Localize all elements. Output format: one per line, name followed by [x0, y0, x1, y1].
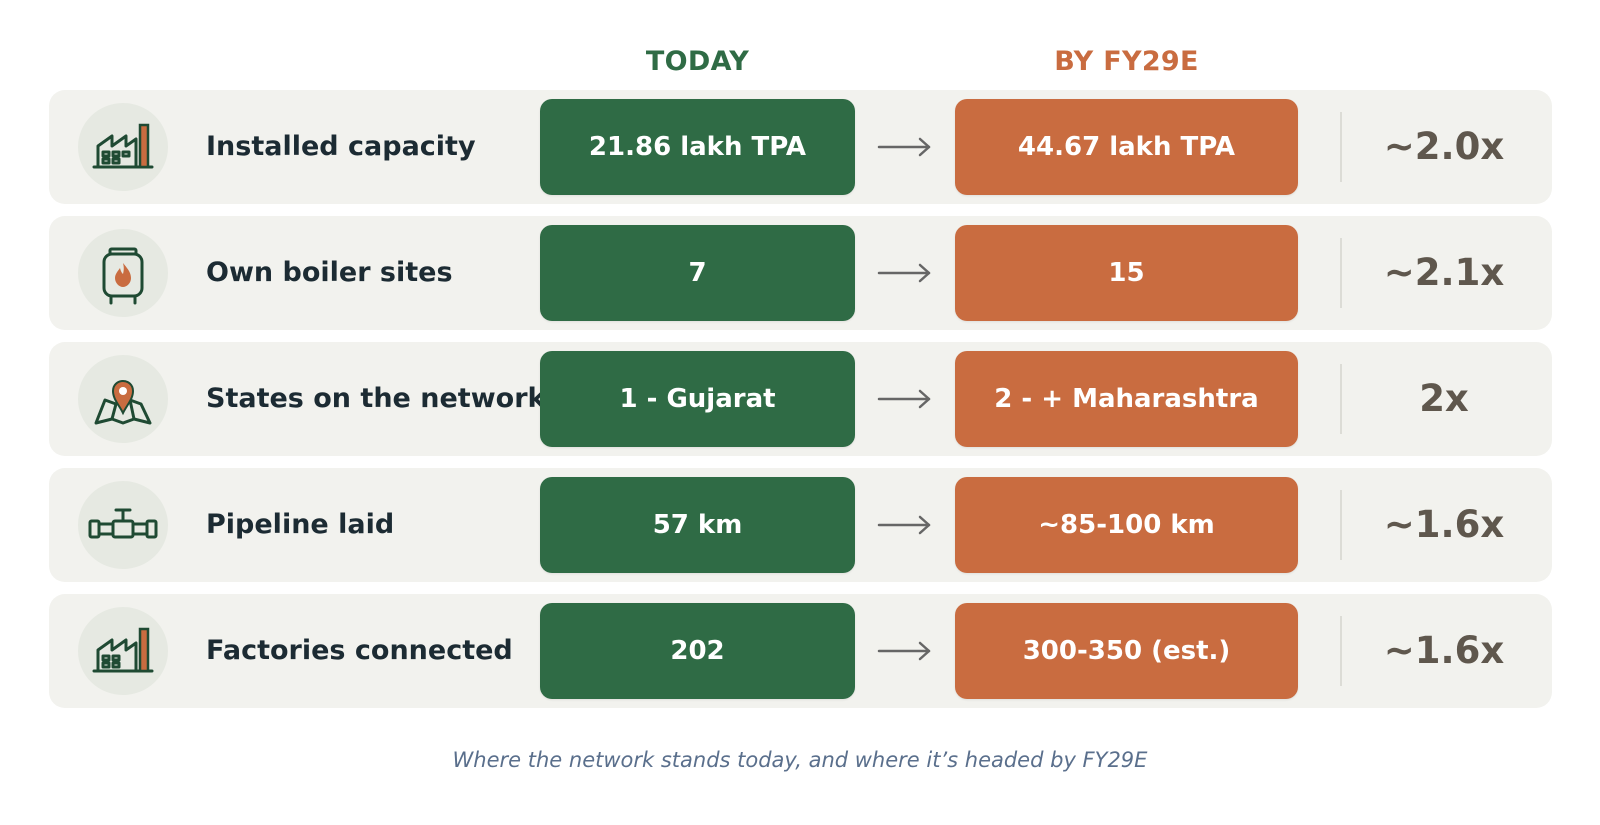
future-value: 44.67 lakh TPA	[955, 99, 1298, 195]
divider	[1340, 238, 1342, 308]
future-value: 15	[955, 225, 1298, 321]
row-states-on-network: States on the network 1 - Gujarat 2 - + …	[49, 342, 1552, 456]
row-label: Own boiler sites	[206, 257, 453, 288]
row-label: Installed capacity	[206, 131, 476, 162]
future-value: 300-350 (est.)	[955, 603, 1298, 699]
factory-icon	[78, 103, 168, 191]
future-value: 2 - + Maharashtra	[955, 351, 1298, 447]
future-value: ~85-100 km	[955, 477, 1298, 573]
today-column-header: TODAY	[645, 46, 750, 77]
row-label: States on the network	[206, 383, 546, 414]
pipeline-icon	[78, 481, 168, 569]
growth-multiplier: ~1.6x	[1383, 629, 1505, 672]
row-factories-connected: Factories connected 202 300-350 (est.) ~…	[49, 594, 1552, 708]
arrow-right-icon	[877, 263, 931, 283]
divider	[1340, 490, 1342, 560]
row-pipeline-laid: Pipeline laid 57 km ~85-100 km ~1.6x	[49, 468, 1552, 582]
arrow-right-icon	[877, 137, 931, 157]
boiler-icon	[78, 229, 168, 317]
divider	[1340, 112, 1342, 182]
arrow-right-icon	[877, 515, 931, 535]
today-value: 21.86 lakh TPA	[540, 99, 855, 195]
caption: Where the network stands today, and wher…	[452, 748, 1148, 772]
divider	[1340, 616, 1342, 686]
row-label: Pipeline laid	[206, 509, 395, 540]
today-value: 202	[540, 603, 855, 699]
growth-multiplier: 2x	[1419, 377, 1469, 420]
comparison-table: Installed capacity 21.86 lakh TPA 44.67 …	[49, 90, 1552, 708]
arrow-right-icon	[877, 641, 931, 661]
today-value: 7	[540, 225, 855, 321]
map-pin-icon	[78, 355, 168, 443]
row-installed-capacity: Installed capacity 21.86 lakh TPA 44.67 …	[49, 90, 1552, 204]
growth-multiplier: ~1.6x	[1383, 503, 1505, 546]
growth-multiplier: ~2.0x	[1383, 125, 1505, 168]
row-own-boiler-sites: Own boiler sites 7 15 ~2.1x	[49, 216, 1552, 330]
factory-icon	[78, 607, 168, 695]
today-value: 57 km	[540, 477, 855, 573]
today-value: 1 - Gujarat	[540, 351, 855, 447]
future-column-header: BY FY29E	[1054, 46, 1199, 77]
row-label: Factories connected	[206, 635, 513, 666]
growth-multiplier: ~2.1x	[1383, 251, 1505, 294]
divider	[1340, 364, 1342, 434]
arrow-right-icon	[877, 389, 931, 409]
